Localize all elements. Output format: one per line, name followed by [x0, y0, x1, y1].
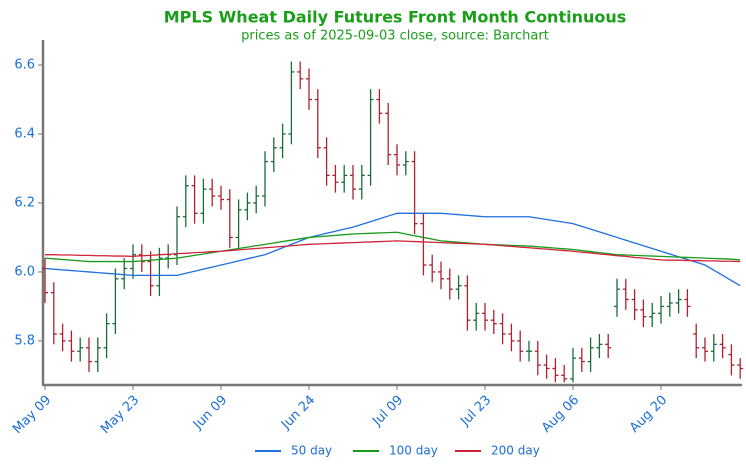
x-tick-label: Jul 09 — [369, 393, 406, 430]
y-tick-label: 6.4 — [14, 126, 35, 141]
x-tick-label: Jul 23 — [457, 393, 494, 430]
x-tick-label: Jun 24 — [278, 393, 318, 433]
chart-subtitle: prices as of 2025-09-03 close, source: B… — [241, 29, 549, 44]
moving-average-line — [45, 240, 741, 263]
x-tick-label: May 23 — [98, 393, 142, 437]
x-tick-label: Jun 09 — [190, 393, 230, 433]
y-tick-label: 6.2 — [14, 195, 35, 210]
moving-average-line — [44, 212, 741, 287]
legend-label: 50 day — [291, 444, 332, 458]
y-tick-label: 6.6 — [14, 58, 35, 73]
x-tick-label: Aug 20 — [627, 393, 670, 436]
moving-average-line — [44, 231, 741, 263]
legend-label: 100 day — [389, 444, 438, 458]
legend-label: 200 day — [491, 444, 540, 458]
x-tick-label: Aug 06 — [539, 393, 582, 436]
x-tick-label: May 09 — [10, 393, 54, 437]
chart-title: MPLS Wheat Daily Futures Front Month Con… — [164, 8, 627, 27]
y-tick-label: 5.8 — [14, 333, 35, 348]
y-tick-label: 6.0 — [14, 264, 35, 279]
